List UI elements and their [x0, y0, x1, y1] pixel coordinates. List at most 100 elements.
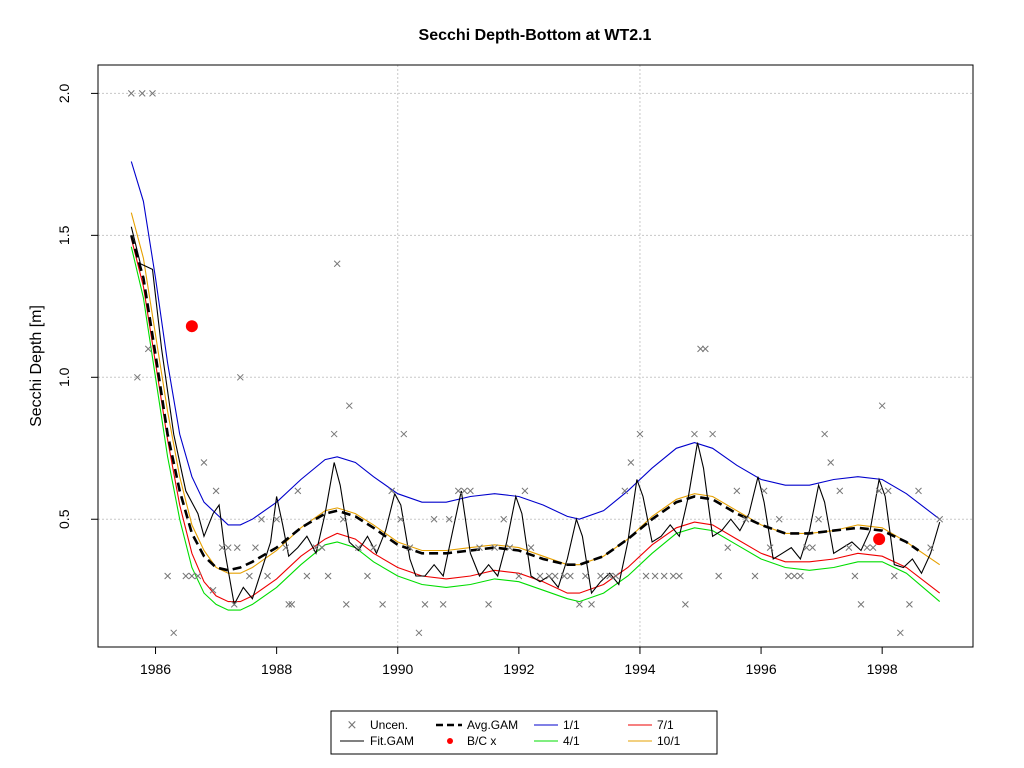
uncensored-point — [636, 430, 644, 438]
uncensored-point — [791, 572, 798, 580]
uncensored-point — [724, 544, 732, 551]
series-line-s1 — [130, 161, 941, 526]
uncensored-point — [545, 572, 553, 580]
uncensored-point — [797, 572, 804, 580]
uncensored-point — [878, 402, 886, 410]
uncensored-point — [560, 572, 568, 580]
uncensored-point — [827, 459, 835, 466]
uncensored-point — [775, 515, 783, 523]
uncensored-point — [324, 572, 332, 580]
legend-box — [330, 710, 718, 755]
x-tick-label: 1990 — [382, 661, 413, 677]
uncensored-point — [875, 487, 883, 495]
uncensored-point — [258, 515, 265, 523]
uncensored-point — [209, 586, 217, 594]
uncensored-point — [742, 515, 750, 523]
uncensored-point — [691, 430, 698, 438]
uncensored-point — [582, 572, 589, 580]
uncensored-point — [127, 90, 135, 97]
uncensored-point — [476, 544, 483, 551]
uncensored-point — [164, 572, 171, 580]
y-tick-label: 0.5 — [56, 509, 72, 529]
uncensored-point — [527, 544, 535, 551]
chart-title: Secchi Depth-Bottom at WT2.1 — [419, 27, 652, 44]
legend-label-s1: 1/1 — [563, 718, 580, 732]
uncensored-point — [675, 572, 683, 580]
uncensored-point — [606, 572, 614, 580]
uncensored-point — [370, 544, 377, 551]
uncensored-point — [915, 487, 922, 495]
uncensored-point — [709, 430, 716, 438]
legend-label-avggam: Avg.GAM — [467, 718, 518, 732]
uncensored-point — [621, 487, 629, 495]
bc-point — [185, 320, 198, 333]
legend-label-uncen: Uncen. — [370, 718, 408, 732]
uncensored-point — [784, 572, 792, 580]
uncensored-point — [551, 572, 559, 580]
legend-label-s7: 7/1 — [657, 718, 674, 732]
uncensored-point — [733, 487, 741, 495]
uncensored-point — [400, 430, 408, 438]
uncensored-point — [144, 345, 152, 353]
uncensored-point — [138, 90, 146, 97]
uncensored-point — [439, 601, 447, 608]
uncensored-point — [597, 572, 604, 580]
uncensored-point — [467, 487, 474, 495]
uncensored-point — [430, 515, 438, 523]
uncensored-point — [330, 430, 338, 438]
uncensored-point — [809, 544, 816, 551]
x-tick-label: 1998 — [867, 661, 898, 677]
uncensored-point — [715, 572, 723, 580]
x-tick-label: 1994 — [624, 661, 655, 677]
uncensored-point — [766, 544, 774, 551]
uncensored-point — [212, 487, 220, 495]
uncensored-point — [751, 572, 759, 580]
uncensored-point — [890, 572, 898, 580]
legend-label-s4: 4/1 — [563, 734, 580, 748]
uncensored-point — [233, 544, 241, 551]
uncensored-point — [339, 515, 347, 523]
uncensored-point — [364, 572, 371, 580]
uncensored-point — [588, 601, 595, 608]
uncensored-point — [454, 487, 462, 495]
uncensored-point — [906, 601, 913, 608]
uncensored-point — [285, 601, 293, 608]
points-layer — [127, 90, 944, 637]
y-tick-label: 2.0 — [56, 83, 72, 103]
uncensored-point — [682, 601, 689, 608]
legend-items: × Uncen. Fit.GAM Avg.GAM B/C x 1/1 4/1 7… — [340, 718, 681, 748]
uncensored-point — [521, 487, 529, 495]
uncensored-point — [651, 572, 659, 580]
uncensored-point — [927, 544, 934, 551]
uncensored-point — [857, 601, 865, 608]
series-line-avggam — [130, 234, 920, 572]
uncensored-point — [294, 487, 302, 495]
uncensored-point — [149, 90, 156, 97]
uncensored-point — [318, 544, 326, 551]
legend-label-fitgam: Fit.GAM — [370, 734, 414, 748]
uncensored-point — [536, 572, 544, 580]
uncensored-point — [576, 601, 583, 608]
uncensored-point — [355, 544, 362, 551]
uncensored-point — [312, 544, 320, 551]
uncensored-point — [342, 601, 350, 608]
series-line-s4 — [130, 246, 941, 611]
axes: 1986 1988 1990 1992 1994 1996 1998 0.5 1.0 1.5 2.0 — [56, 83, 898, 677]
uncensored-point — [701, 345, 709, 353]
uncensored-point — [273, 515, 280, 523]
x-tick-label: 1988 — [261, 661, 292, 677]
uncensored-point — [936, 515, 944, 523]
plot-frame — [97, 64, 974, 648]
legend-marker-uncen: × — [347, 718, 358, 733]
y-axis-label: Secchi Depth [m] — [28, 305, 45, 427]
series-line-s7 — [130, 238, 941, 603]
uncensored-point — [566, 572, 574, 580]
uncensored-point — [288, 601, 296, 608]
uncensored-point — [884, 487, 892, 495]
uncensored-point — [642, 572, 650, 580]
uncensored-point — [627, 459, 635, 466]
uncensored-point — [445, 515, 453, 523]
x-tick-label: 1986 — [140, 661, 171, 677]
uncensored-point — [170, 629, 178, 637]
